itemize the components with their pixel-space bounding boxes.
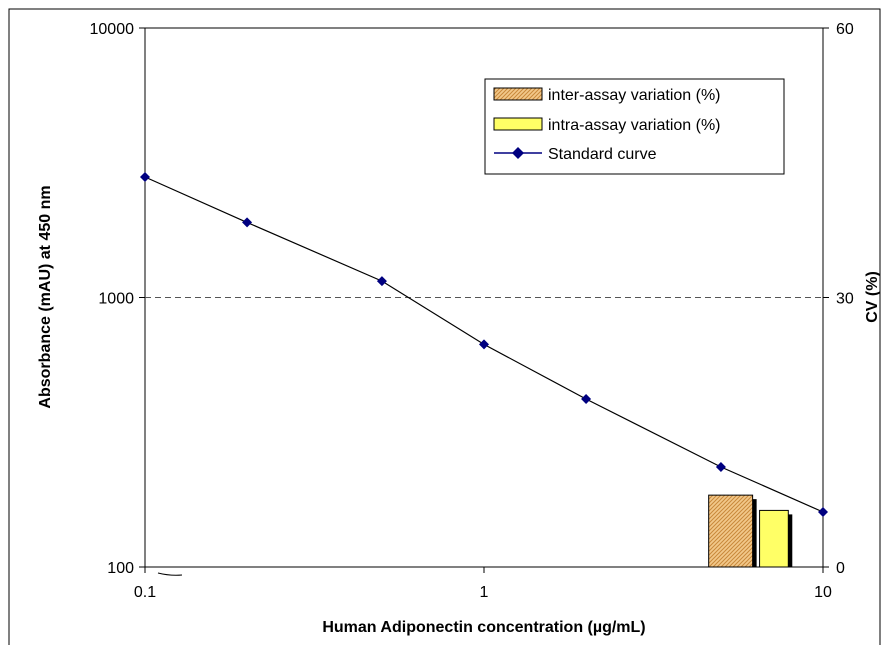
legend-marker-standard (512, 147, 524, 159)
standard-curve-point (140, 171, 150, 182)
standard-curve-point (715, 461, 726, 472)
y-tick-label-100: 100 (107, 560, 134, 577)
legend: inter-assay variation (%) intra-assay va… (484, 78, 785, 175)
x-tick-label-0.1: 0.1 (134, 584, 156, 601)
standard-curve-markers (140, 171, 828, 517)
bar-group (708, 494, 793, 568)
y2-tick-label-30: 30 (836, 291, 854, 308)
right-y-ticks: 60 30 0 (823, 21, 854, 577)
standard-curve-point (818, 506, 828, 517)
y-tick-label-10000: 10000 (90, 21, 135, 38)
x-axis-title: Human Adiponectin concentration (µg/mL) (322, 619, 645, 636)
standard-curve-point (376, 276, 387, 287)
y-axis-title: Absorbance (mAU) at 450 nm (37, 185, 54, 408)
standard-curve-point (581, 394, 592, 405)
intra-assay-bar (759, 509, 789, 568)
y-tick-label-1000: 1000 (98, 291, 134, 308)
legend-swatch-intra (493, 117, 543, 131)
y2-tick-label-60: 60 (836, 21, 854, 38)
inter-assay-bar (708, 494, 754, 568)
standard-curve-point (479, 339, 489, 350)
y2-tick-label-0: 0 (836, 560, 845, 577)
y2-axis-title: CV (%) (864, 271, 881, 323)
standard-curve-point (242, 217, 253, 228)
left-y-ticks: 10000 1000 100 (90, 21, 145, 577)
legend-label-standard: Standard curve (548, 146, 657, 163)
legend-label-intra: intra-assay variation (%) (548, 117, 721, 134)
x-tick-label-10: 10 (814, 584, 832, 601)
x-ticks: 0.1 1 10 (134, 567, 832, 601)
axis-artifact (157, 572, 183, 576)
legend-label-inter: inter-assay variation (%) (548, 87, 721, 104)
legend-swatch-inter (493, 87, 543, 101)
x-tick-label-1: 1 (480, 584, 489, 601)
